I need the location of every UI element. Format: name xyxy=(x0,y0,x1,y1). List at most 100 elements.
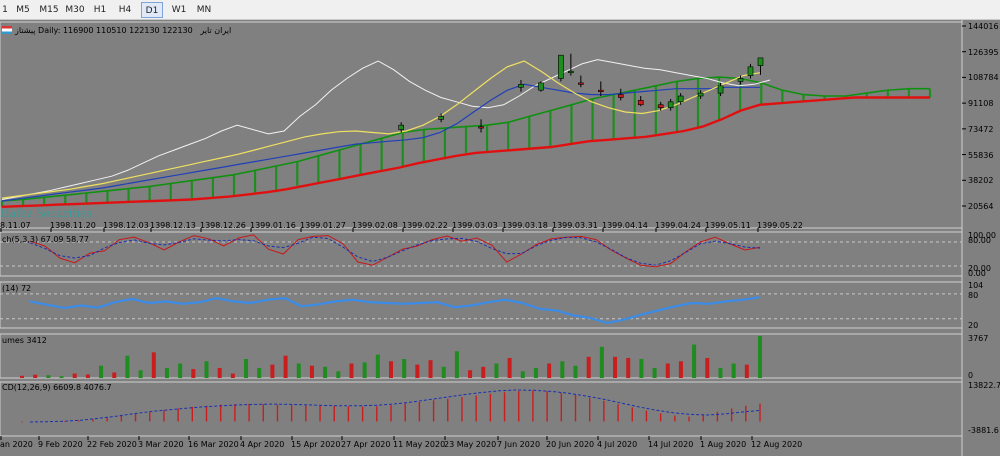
timeframe-d1[interactable]: D1 xyxy=(141,2,163,18)
volume-bar xyxy=(599,346,604,378)
shamsi-date-label: 1398.12.26 xyxy=(200,221,246,230)
volume-bar xyxy=(481,366,486,378)
stoch-axis-label: 20.00 xyxy=(968,264,991,273)
candle-body xyxy=(538,82,544,91)
shamsi-date-label: 1399.05.11 xyxy=(705,221,751,230)
volume-bar xyxy=(85,374,90,378)
price-axis-label: 38202 xyxy=(968,176,994,186)
candle-body xyxy=(657,104,664,108)
volume-bar xyxy=(125,355,130,378)
macd-label: CD(12,26,9) 6609.8 4076.7 xyxy=(2,383,112,392)
candle-body xyxy=(737,78,744,82)
volume-bar xyxy=(533,367,538,378)
candle-body xyxy=(558,54,564,79)
volume-bar xyxy=(678,361,683,378)
timeframe-m15[interactable]: M15 xyxy=(39,5,59,15)
volume-bar xyxy=(665,363,670,378)
volume-bar xyxy=(758,336,762,378)
volume-bar xyxy=(138,370,143,378)
candle-body xyxy=(398,124,405,130)
timeframe-h4[interactable]: H4 xyxy=(118,5,132,15)
volume-bar xyxy=(283,355,288,378)
volume-bar xyxy=(547,363,552,378)
timeframe-w1[interactable]: W1 xyxy=(171,5,187,15)
gregorian-date-label: 4 Jul 2020 xyxy=(597,440,638,449)
candle-body xyxy=(667,101,674,108)
shamsi-date-label: 1399.04.24 xyxy=(655,221,701,230)
rsi-axis-label: 104 xyxy=(968,281,984,290)
shamsi-date-label: 1399.02.22 xyxy=(402,221,448,230)
volume-bar xyxy=(507,357,512,378)
shamsi-date-label: 1399.04.14 xyxy=(602,221,648,230)
volume-bar xyxy=(204,361,209,378)
price-axis-label: 55836 xyxy=(968,150,994,160)
volume-bar xyxy=(296,363,301,378)
volume-bar xyxy=(178,363,183,378)
volume-bar xyxy=(389,361,393,378)
volume-bar xyxy=(151,352,156,378)
volume-bar xyxy=(520,371,525,378)
volume-bar xyxy=(20,375,24,378)
candle-body xyxy=(578,82,584,85)
shamsi-date-label: 1398.11.20 xyxy=(50,221,96,230)
timeframe-m30[interactable]: M30 xyxy=(65,5,85,15)
rsi-axis-label: 80 xyxy=(968,291,979,300)
volume-bar xyxy=(112,372,117,378)
gregorian-date-label: 4 Apr 2020 xyxy=(240,440,285,449)
volume-bar xyxy=(744,364,749,378)
volume-bar xyxy=(59,376,64,378)
chart-area[interactable]: پیشتاز Daily: 116900 110510 122130 12213… xyxy=(0,20,1000,456)
rsi-axis-label: 20 xyxy=(968,321,979,330)
gregorian-date-label: 14 Jul 2020 xyxy=(648,440,694,449)
volume-bar xyxy=(613,356,618,378)
volumes-axis-label: 3767 xyxy=(968,334,989,343)
candle-body xyxy=(697,92,704,97)
candle-body xyxy=(438,116,444,120)
kijun-blue-line xyxy=(1,83,760,202)
timeframe-mn[interactable]: MN xyxy=(196,5,212,15)
volume-bar xyxy=(46,375,51,378)
shamsi-date-label: 1399.02.08 xyxy=(352,221,398,230)
price-axis-label: 144016 xyxy=(968,22,999,31)
shamsi-date-label: 1399.01.16 xyxy=(250,221,296,230)
rsi-line xyxy=(29,296,761,325)
candle-body xyxy=(478,126,484,129)
timeframe-toolbar: 1 M5 M15 M30 H1 H4 D1 W1 MN xyxy=(0,0,1000,20)
gregorian-date-label: 7 Jun 2020 xyxy=(497,440,541,449)
price-axis-label: 108784 xyxy=(968,73,999,83)
candle-body xyxy=(568,70,574,74)
shamsi-date-label: 1399.01.27 xyxy=(300,221,346,230)
price-axis-label: 126395 xyxy=(968,47,999,57)
chart-canvas[interactable] xyxy=(0,20,1000,456)
gregorian-date-label: 27 Apr 2020 xyxy=(341,440,391,449)
volume-bar xyxy=(652,367,657,378)
rsi-label: (14) 72 xyxy=(2,284,32,293)
volume-bar xyxy=(639,359,644,378)
chart-title: پیشتاز Daily: 116900 110510 122130 12213… xyxy=(2,26,231,35)
volume-bar xyxy=(375,354,380,378)
macd-axis-label: -3881.6 xyxy=(968,426,999,435)
shamsi-date-label: 1398.12.03 xyxy=(103,221,149,230)
volume-bar xyxy=(586,356,591,378)
volume-bar xyxy=(191,369,196,378)
gregorian-date-label: 16 Mar 2020 xyxy=(188,440,239,449)
volume-bar xyxy=(428,360,433,378)
timeframe-m5[interactable]: M5 xyxy=(16,5,30,15)
stoch-axis-label: 80.00 xyxy=(968,236,991,245)
shamsi-date-label: 1398.12.13 xyxy=(150,221,196,230)
gregorian-date-label: an 2020 xyxy=(0,440,33,449)
volume-bar xyxy=(731,363,736,378)
lagging-white-line xyxy=(1,59,771,200)
volume-bar xyxy=(270,364,275,378)
volume-bar xyxy=(309,365,314,378)
broker-watermark: Hafez Securities xyxy=(0,207,93,220)
candle-body xyxy=(597,89,604,92)
volume-bar xyxy=(217,367,222,378)
volume-bar xyxy=(718,367,723,378)
gregorian-date-label: 22 Feb 2020 xyxy=(87,440,137,449)
shamsi-date-label: 1399.05.22 xyxy=(757,221,803,230)
timeframe-1[interactable]: 1 xyxy=(2,5,8,15)
shamsi-date-label: 1399.03.31 xyxy=(552,221,598,230)
flag-icon xyxy=(2,26,12,34)
timeframe-h1[interactable]: H1 xyxy=(93,5,107,15)
